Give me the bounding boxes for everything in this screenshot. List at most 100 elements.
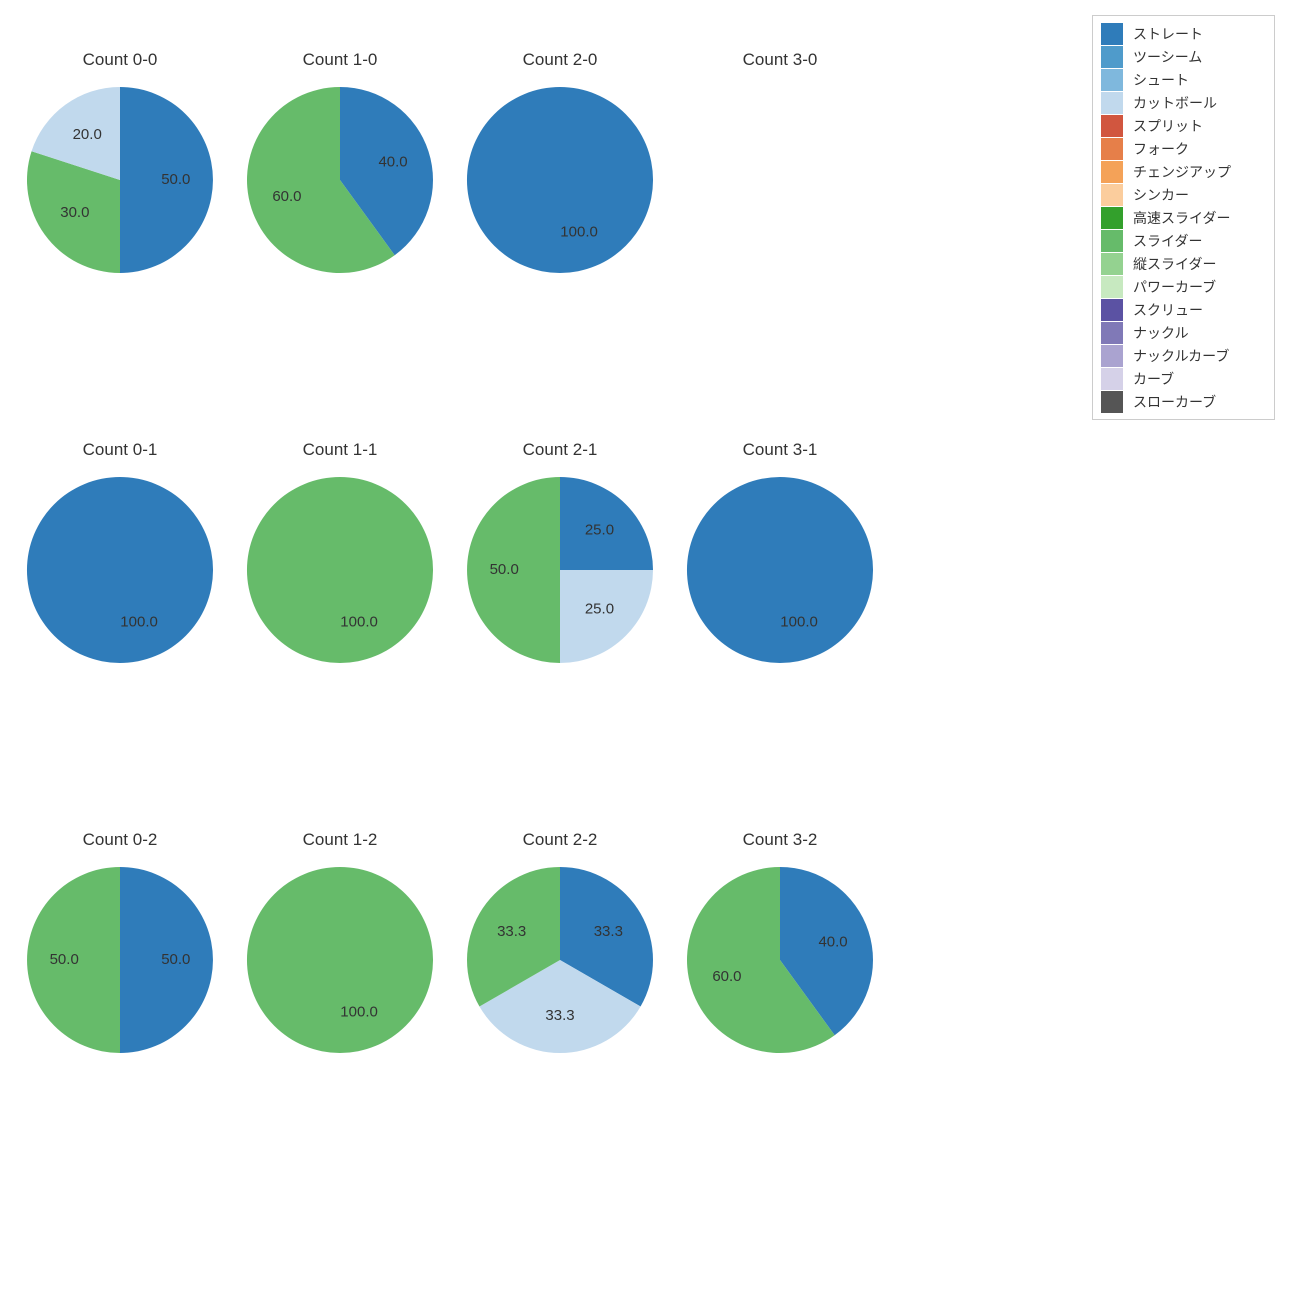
legend-swatch (1101, 46, 1123, 68)
pie-title: Count 1-2 (230, 830, 450, 850)
slice-label: 100.0 (120, 613, 158, 630)
legend-row: フォーク (1101, 137, 1266, 160)
legend-row: 高速スライダー (1101, 206, 1266, 229)
legend-row: ツーシーム (1101, 45, 1266, 68)
legend-row: シンカー (1101, 183, 1266, 206)
legend-swatch (1101, 207, 1123, 229)
pie-slice (27, 477, 213, 663)
slice-label: 40.0 (378, 154, 407, 171)
pie-chart: 40.0 60.0 (680, 860, 880, 1060)
pie-cell: Count 0-1 100.0 (10, 440, 230, 720)
slice-label: 50.0 (50, 951, 79, 968)
pie-cell: Count 0-2 50.0 50.0 (10, 830, 230, 1110)
pie-title: Count 0-1 (10, 440, 230, 460)
pie-cell: Count 3-0 (670, 50, 890, 330)
pie-chart: 100.0 (680, 470, 880, 670)
pie-chart: 100.0 (240, 470, 440, 670)
pie-slice (467, 87, 653, 273)
slice-label: 25.0 (585, 600, 614, 617)
pie-chart (680, 80, 880, 280)
legend-label: スライダー (1133, 231, 1202, 251)
pie-slice (247, 477, 433, 663)
legend-swatch (1101, 69, 1123, 91)
pie-title: Count 2-1 (450, 440, 670, 460)
legend-swatch (1101, 345, 1123, 367)
legend-swatch (1101, 230, 1123, 252)
pie-cell: Count 2-0 100.0 (450, 50, 670, 330)
legend-label: スクリュー (1133, 300, 1203, 320)
pie-title: Count 0-0 (10, 50, 230, 70)
pie-chart: 50.0 50.0 (20, 860, 220, 1060)
pie-cell: Count 0-0 50.0 30.0 20.0 (10, 50, 230, 330)
legend-swatch (1101, 299, 1123, 321)
slice-label: 33.3 (497, 923, 526, 940)
legend-swatch (1101, 184, 1123, 206)
slice-label: 25.0 (585, 522, 614, 539)
legend-row: スライダー (1101, 229, 1266, 252)
pie-title: Count 2-2 (450, 830, 670, 850)
slice-label: 60.0 (712, 968, 741, 985)
legend-label: スローカーブ (1133, 392, 1216, 412)
legend-label: チェンジアップ (1133, 162, 1231, 182)
legend-label: 高速スライダー (1133, 208, 1230, 228)
slice-label: 50.0 (161, 171, 190, 188)
legend-row: スローカーブ (1101, 390, 1266, 413)
legend-row: カーブ (1101, 367, 1266, 390)
legend-swatch (1101, 115, 1123, 137)
pie-chart: 100.0 (20, 470, 220, 670)
legend-swatch (1101, 23, 1123, 45)
legend-row: カットボール (1101, 91, 1266, 114)
pie-title: Count 2-0 (450, 50, 670, 70)
legend-swatch (1101, 391, 1123, 413)
pie-title: Count 0-2 (10, 830, 230, 850)
legend-row: 縦スライダー (1101, 252, 1266, 275)
legend-label: ナックルカーブ (1133, 346, 1229, 366)
legend-row: ナックルカーブ (1101, 344, 1266, 367)
slice-label: 50.0 (490, 561, 519, 578)
pie-chart: 50.0 30.0 20.0 (20, 80, 220, 280)
legend-row: スクリュー (1101, 298, 1266, 321)
slice-label: 33.3 (545, 1007, 574, 1024)
pie-chart: 100.0 (460, 80, 660, 280)
legend-label: パワーカーブ (1133, 277, 1216, 297)
legend-label: カーブ (1133, 369, 1174, 389)
slice-label: 100.0 (780, 613, 818, 630)
slice-label: 50.0 (161, 951, 190, 968)
slice-label: 100.0 (340, 1003, 378, 1020)
legend-row: シュート (1101, 68, 1266, 91)
slice-label: 100.0 (560, 223, 598, 240)
pie-slice (687, 477, 873, 663)
legend-label: カットボール (1133, 93, 1217, 113)
pie-slice (247, 867, 433, 1053)
legend-row: ナックル (1101, 321, 1266, 344)
pie-chart: 25.0 25.0 50.0 (460, 470, 660, 670)
pie-chart: 33.3 33.3 33.3 (460, 860, 660, 1060)
legend-label: シュート (1133, 70, 1189, 90)
legend-label: ナックル (1133, 323, 1189, 343)
legend-swatch (1101, 138, 1123, 160)
slice-label: 20.0 (73, 126, 102, 143)
legend-label: ストレート (1133, 24, 1203, 44)
pie-cell: Count 1-1100.0 (230, 440, 450, 720)
slice-label: 30.0 (60, 204, 89, 221)
legend-row: ストレート (1101, 22, 1266, 45)
legend: ストレートツーシームシュートカットボールスプリットフォークチェンジアップシンカー… (1092, 15, 1275, 420)
legend-label: フォーク (1133, 139, 1189, 159)
pie-cell: Count 2-2 33.3 33.3 33.3 (450, 830, 670, 1110)
legend-row: パワーカーブ (1101, 275, 1266, 298)
slice-label: 60.0 (272, 188, 301, 205)
pie-cell: Count 3-2 40.0 60.0 (670, 830, 890, 1110)
pie-title: Count 1-0 (230, 50, 450, 70)
legend-label: 縦スライダー (1133, 254, 1216, 274)
legend-label: シンカー (1133, 185, 1189, 205)
pie-cell: Count 1-2 100.0 (230, 830, 450, 1110)
slice-label: 100.0 (340, 613, 378, 630)
legend-row: スプリット (1101, 114, 1266, 137)
legend-swatch (1101, 253, 1123, 275)
legend-swatch (1101, 368, 1123, 390)
slice-label: 33.3 (594, 923, 623, 940)
pie-title: Count 3-2 (670, 830, 890, 850)
legend-label: ツーシーム (1133, 47, 1202, 67)
pie-chart: 100.0 (240, 860, 440, 1060)
slice-label: 40.0 (818, 934, 847, 951)
